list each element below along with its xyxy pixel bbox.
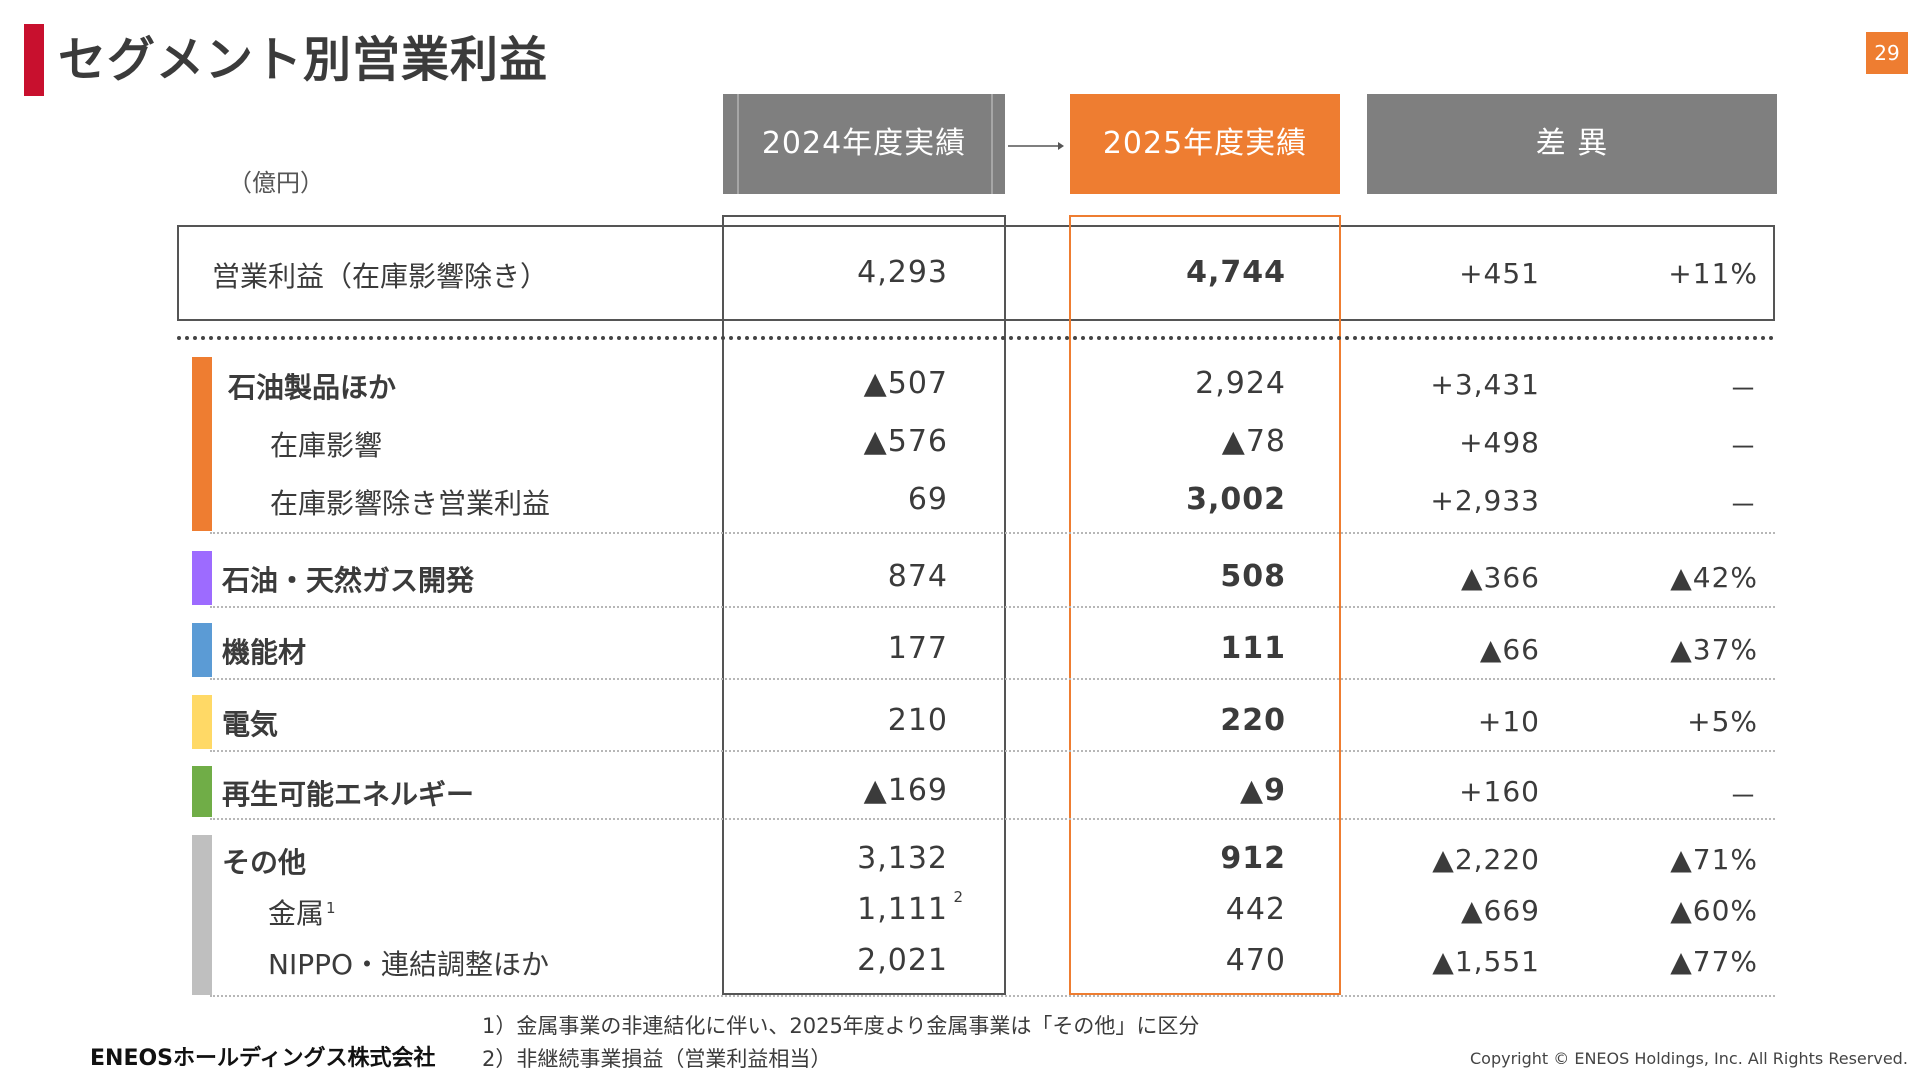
- row-separator: [210, 818, 1775, 820]
- cell-fy2025: 508: [1220, 559, 1286, 594]
- row-label-renewable: 再生可能エネルギー: [222, 778, 475, 811]
- cell-diff: +498: [1459, 426, 1540, 459]
- cell-fy2024: 1,111 2: [760, 888, 963, 927]
- segment-color-bar-oil-gas: [192, 551, 212, 605]
- segment-color-bar-functional-materials: [192, 623, 212, 677]
- page-number: 29: [1866, 32, 1908, 74]
- cell-pct: ▲77%: [1670, 945, 1758, 978]
- fy2025-column-frame: [1069, 215, 1341, 995]
- header-diff-label: 差 異: [1535, 126, 1609, 161]
- cell-fy2024: ▲169: [863, 773, 948, 808]
- cell-diff: +10: [1477, 705, 1540, 738]
- cell-fy2025: 470: [1225, 943, 1286, 978]
- total-row-frame: [177, 225, 1775, 321]
- cell-fy2024: ▲507: [863, 366, 948, 401]
- page-title: セグメント別営業利益: [58, 32, 549, 88]
- cell-pct: －: [1728, 780, 1758, 813]
- title-accent-bar: [24, 24, 44, 96]
- row-label-oil-products: 石油製品ほか: [228, 371, 397, 404]
- cell-fy2025: 442: [1225, 892, 1286, 927]
- cell-pct: ▲60%: [1670, 894, 1758, 927]
- cell-fy2024: 177: [887, 631, 948, 666]
- cell-fy2024: ▲576: [863, 424, 948, 459]
- footnote-marker: 1: [326, 898, 336, 917]
- cell-fy2024-value: 1,111: [857, 892, 948, 927]
- company-logo: ENEOSホールディングス株式会社: [90, 1046, 436, 1071]
- header-fy2024: 2024年度実績: [723, 94, 1005, 194]
- row-label-functional-materials: 機能材: [222, 636, 307, 669]
- row-label-metals-text: 金属: [268, 897, 325, 930]
- row-label-electricity: 電気: [222, 708, 279, 741]
- cell-diff: +3,431: [1430, 368, 1540, 401]
- cell-diff: ▲669: [1461, 894, 1540, 927]
- cell-diff: ▲366: [1461, 561, 1540, 594]
- footnote-2: 2）非継続事業損益（営業利益相当）: [482, 1047, 832, 1071]
- cell-fy2025: 2,924: [1195, 366, 1286, 401]
- footnote-1: 1）金属事業の非連結化に伴い、2025年度より金属事業は「その他」に区分: [482, 1014, 1200, 1038]
- cell-fy2025: 912: [1220, 841, 1286, 876]
- cell-fy2025: 3,002: [1186, 482, 1286, 517]
- cell-fy2025: 111: [1220, 631, 1286, 666]
- row-separator: [210, 995, 1775, 997]
- segment-color-bar-renewable: [192, 766, 212, 817]
- row-label-inventory-impact: 在庫影響: [270, 429, 383, 462]
- row-separator: [210, 606, 1775, 608]
- row-label-nippo: NIPPO・連結調整ほか: [268, 948, 550, 981]
- cell-diff: ▲2,220: [1432, 843, 1540, 876]
- cell-pct: ▲37%: [1670, 633, 1758, 666]
- fy2024-column-frame: [722, 215, 1006, 995]
- cell-pct: －: [1728, 489, 1758, 522]
- cell-fy2025: 4,744: [1186, 255, 1286, 290]
- cell-fy2025: 220: [1220, 703, 1286, 738]
- cell-diff: +160: [1459, 775, 1540, 808]
- footnote-marker: 2: [953, 888, 964, 906]
- row-label-metals: 金属 1: [268, 892, 336, 932]
- row-label-oil-gas: 石油・天然ガス開発: [222, 564, 475, 597]
- cell-fy2024: 210: [887, 703, 948, 738]
- row-separator: [210, 678, 1775, 680]
- header-fy2025: 2025年度実績: [1070, 94, 1340, 194]
- cell-fy2025: ▲9: [1240, 773, 1286, 808]
- header-diff: 差 異: [1367, 94, 1777, 194]
- cell-fy2025: ▲78: [1221, 424, 1286, 459]
- cell-diff: ▲66: [1479, 633, 1540, 666]
- cell-diff: +2,933: [1430, 484, 1540, 517]
- cell-fy2024: 4,293: [857, 255, 948, 290]
- cell-pct: －: [1728, 431, 1758, 464]
- row-separator: [210, 750, 1775, 752]
- cell-pct: +11%: [1668, 257, 1758, 290]
- header-fy2024-label: 2024年度実績: [761, 126, 967, 161]
- unit-label: （億円）: [228, 169, 324, 197]
- cell-pct: ▲42%: [1670, 561, 1758, 594]
- header-fy2025-label: 2025年度実績: [1102, 126, 1308, 161]
- cell-diff: +451: [1459, 257, 1540, 290]
- segment-color-bar-oil-products: [192, 357, 212, 531]
- row-label-others: その他: [222, 846, 307, 879]
- row-label-total: 営業利益（在庫影響除き）: [212, 260, 549, 293]
- cell-fy2024: 874: [887, 559, 948, 594]
- row-label-excl-inventory: 在庫影響除き営業利益: [270, 487, 551, 520]
- cell-fy2024: 69: [907, 482, 948, 517]
- section-divider: [177, 336, 1775, 340]
- cell-fy2024: 2,021: [857, 943, 948, 978]
- cell-pct: ▲71%: [1670, 843, 1758, 876]
- cell-pct: +5%: [1687, 705, 1758, 738]
- cell-pct: －: [1728, 373, 1758, 406]
- segment-color-bar-electricity: [192, 695, 212, 749]
- cell-fy2024: 3,132: [857, 841, 948, 876]
- segment-color-bar-others: [192, 835, 212, 995]
- cell-diff: ▲1,551: [1432, 945, 1540, 978]
- row-separator: [210, 532, 1775, 534]
- copyright: Copyright © ENEOS Holdings, Inc. All Rig…: [1470, 1049, 1908, 1068]
- arrow-right-icon: [1008, 142, 1064, 150]
